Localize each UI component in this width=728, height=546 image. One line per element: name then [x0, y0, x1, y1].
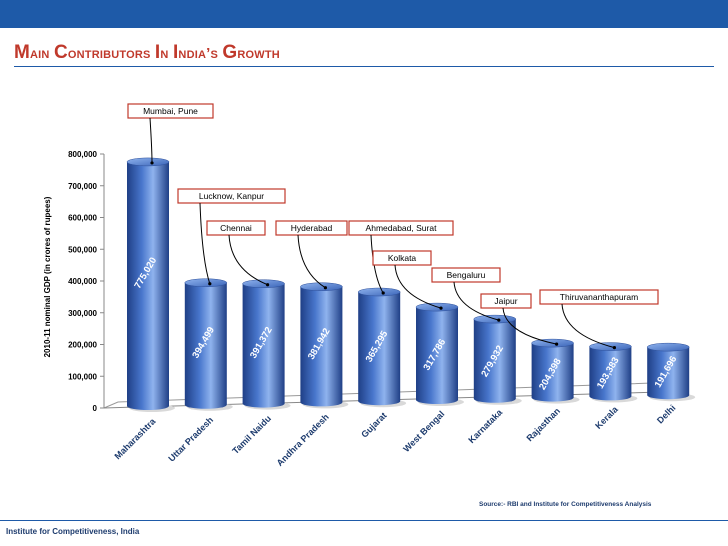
annotation-leader	[561, 303, 615, 349]
bar-top-cap	[300, 282, 343, 291]
annotation-arrow-tip	[150, 161, 154, 165]
category-label: Tamil Naidu	[230, 413, 273, 456]
title-word-5: Growth	[222, 42, 280, 63]
top-banner	[0, 0, 728, 28]
annotation-arrow-tip	[439, 306, 443, 310]
y-tick-label: 200,000	[68, 341, 97, 350]
category-label: Karnataka	[466, 407, 505, 446]
bar-top-cap	[357, 287, 401, 297]
bar-karnataka	[473, 319, 516, 403]
annotation-arrow-tip	[266, 283, 270, 287]
annotation-leader	[149, 117, 153, 163]
annotation-box	[348, 220, 454, 236]
y-tick-label: 0	[93, 404, 98, 413]
annotation-leader	[502, 307, 557, 345]
chart-annotations: Mumbai, Pune Lucknow, Kanpur Chennai Hydera…	[127, 103, 659, 350]
category-label: Maharashtra	[112, 416, 158, 462]
category-label: Uttar Pradesh	[166, 415, 215, 464]
y-tick-label: 400,000	[68, 277, 97, 286]
annotation-box	[372, 250, 432, 266]
title-word-2: Contributors	[53, 42, 151, 63]
y-tick-label: 600,000	[68, 214, 97, 223]
annotation-leader	[228, 234, 268, 286]
annotation-arrow-tip	[612, 346, 617, 350]
bar-delhi	[647, 347, 690, 400]
y-tick-label: 500,000	[68, 245, 97, 254]
bar-uttar-pradesh	[184, 282, 227, 409]
title-underline	[14, 66, 714, 67]
y-tick-label: 800,000	[68, 150, 97, 159]
annotation-label: Bengaluru	[447, 270, 486, 280]
annotation-box	[431, 267, 501, 283]
annotation-leader	[370, 234, 384, 294]
annotation-box	[539, 289, 659, 305]
bar-rajasthan	[531, 343, 574, 402]
bar-top-cap	[184, 278, 228, 287]
annotation-box	[275, 220, 348, 236]
annotation-box	[206, 220, 266, 236]
annotation-box	[127, 103, 214, 119]
footer-org: Institute for Competitiveness, India	[6, 527, 140, 536]
bar-top-cap	[646, 342, 690, 352]
annotation-arrow-tip	[497, 318, 501, 322]
bar-kerala	[589, 346, 632, 401]
annotation-label: Thiruvananthapuram	[560, 292, 638, 302]
bar-west-bengal	[416, 307, 458, 404]
title-word-1: Main	[14, 42, 50, 63]
annotation-label: Kolkata	[388, 253, 417, 263]
annotation-leader	[453, 281, 499, 321]
bar-gujarat	[358, 292, 401, 406]
category-label: Gujarat	[359, 410, 388, 439]
bar-andhra-pradesh	[300, 286, 343, 407]
category-label: Kerala	[593, 404, 620, 431]
page-title: Main Contributors In India’s Growth	[14, 42, 280, 64]
annotation-arrow-tip	[208, 282, 212, 286]
bar-top-cap	[126, 157, 170, 167]
category-label: Rajasthan	[525, 406, 562, 443]
annotation-label: Chennai	[220, 223, 252, 233]
annotation-box	[480, 293, 532, 309]
annotation-arrow-tip	[555, 342, 559, 346]
annotation-label: Jaipur	[494, 296, 517, 306]
category-label: Andhra Pradesh	[275, 412, 331, 468]
bar-maharashtra	[127, 161, 169, 410]
annotation-label: Lucknow, Kanpur	[199, 191, 264, 201]
top-banner-divider	[0, 28, 728, 30]
bar-top-cap	[242, 279, 285, 288]
title-word-3: In	[154, 42, 169, 63]
footer-divider	[0, 520, 728, 521]
y-tick-label: 700,000	[68, 182, 97, 191]
annotation-label: Mumbai, Pune	[143, 106, 198, 116]
category-label: West Bengal	[401, 409, 446, 454]
annotation-arrow-tip	[323, 286, 327, 290]
category-label: Delhi	[655, 403, 678, 426]
annotation-leader	[199, 202, 211, 284]
annotation-leader	[394, 264, 442, 309]
title-word-4: India’s	[172, 42, 219, 63]
y-axis-title: 2010-11 nominal GDP (in crores of rupees…	[43, 196, 52, 357]
y-tick-label: 300,000	[68, 309, 97, 318]
annotation-leader	[297, 234, 326, 289]
chart-bars	[126, 157, 696, 412]
annotation-box	[177, 188, 286, 204]
bar-tamil-naidu	[242, 283, 285, 408]
annotation-label: Hyderabad	[291, 223, 333, 233]
annotation-arrow-tip	[381, 291, 385, 295]
y-tick-label: 100,000	[68, 372, 97, 381]
source-note: Source:- RBI and Institute for Competiti…	[479, 501, 652, 508]
annotation-label: Ahmedabad, Surat	[366, 223, 438, 233]
